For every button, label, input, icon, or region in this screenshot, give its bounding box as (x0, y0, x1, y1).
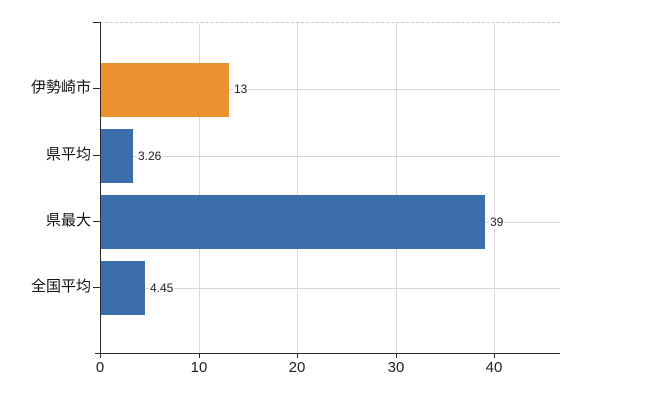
x-gridline (494, 23, 495, 354)
x-tick-label: 20 (288, 359, 306, 376)
x-tick-label: 0 (95, 359, 105, 376)
x-tick-label: 30 (387, 359, 405, 376)
x-tick-label: 10 (190, 359, 208, 376)
x-axis-tick (100, 354, 101, 358)
y-axis-tick (93, 88, 100, 89)
x-tick-label: 40 (485, 359, 503, 376)
y-axis-tick (93, 287, 100, 288)
x-axis-line (95, 353, 560, 354)
y-axis-tick (93, 155, 100, 156)
y-axis-top-tick (93, 22, 100, 23)
y-axis-tick (93, 221, 100, 222)
plot-area: 13 3.26 39 4.45 (100, 22, 560, 354)
x-gridline (297, 23, 298, 354)
bar-value-label: 4.45 (149, 281, 175, 295)
bar-2 (101, 129, 133, 183)
bar-value-label: 39 (489, 215, 505, 229)
y-gridline (100, 288, 560, 289)
bar-3 (101, 195, 485, 249)
category-label: 県最大 (45, 212, 91, 229)
x-axis-tick (199, 354, 200, 358)
y-gridline (100, 89, 560, 90)
y-gridline (100, 156, 560, 157)
x-axis-tick (396, 354, 397, 358)
category-label: 伊勢崎市 (30, 79, 91, 96)
x-gridline (199, 23, 200, 354)
y-axis-line (100, 22, 101, 354)
category-label: 県平均 (45, 146, 91, 163)
x-axis-tick (297, 354, 298, 358)
bar-4 (101, 261, 145, 315)
category-label: 全国平均 (30, 278, 91, 295)
bar-1 (101, 63, 229, 117)
x-axis-tick (494, 354, 495, 358)
bar-value-label: 13 (233, 82, 249, 96)
x-gridline (396, 23, 397, 354)
bar-value-label: 3.26 (137, 149, 163, 163)
